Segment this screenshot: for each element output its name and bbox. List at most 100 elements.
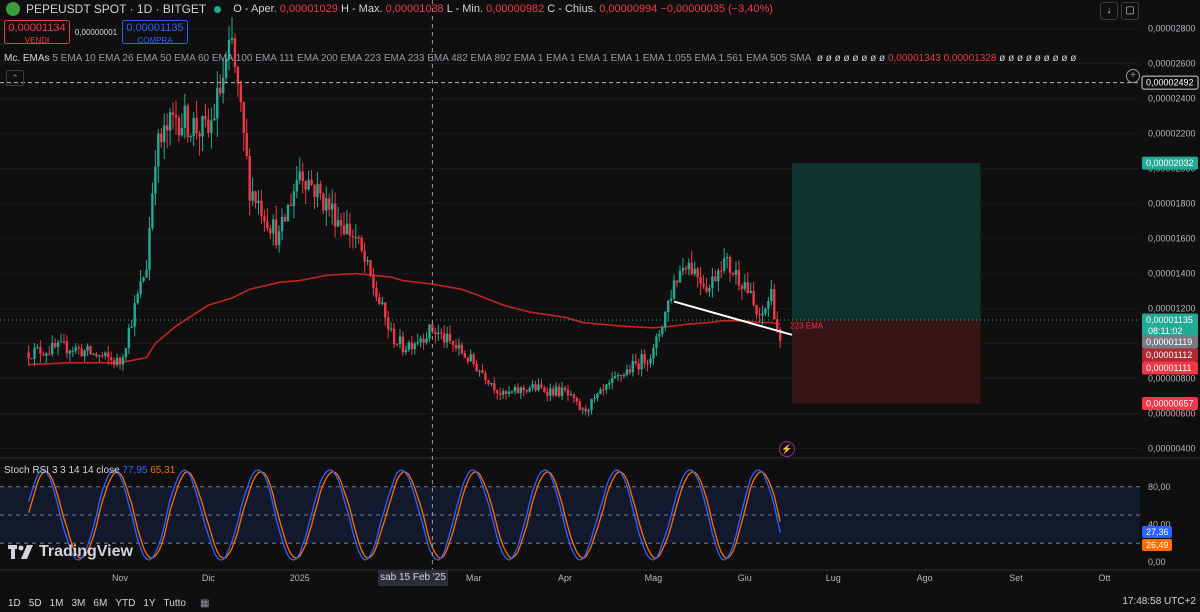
indicator-legend[interactable]: Mc. EMAs 5 EMA 10 EMA 26 EMA 50 EMA 60 E… [4, 53, 1077, 64]
candle-body [130, 326, 133, 328]
candle-body [136, 294, 139, 304]
candle-body [658, 334, 661, 337]
candle [472, 352, 475, 367]
fullscreen-icon[interactable]: ▢ [1121, 2, 1139, 20]
candle-body [286, 204, 290, 222]
candle-body [98, 355, 101, 357]
candle [593, 394, 596, 403]
candle [752, 281, 755, 307]
timeframe-button[interactable]: 1M [49, 597, 64, 609]
stoch-legend[interactable]: Stoch RSI 3 3 14 14 close 77,95 65,31 [4, 465, 176, 476]
candle-body [248, 155, 251, 201]
candle-body [360, 237, 363, 251]
candle [357, 235, 360, 244]
candle [572, 393, 576, 403]
candle [490, 382, 493, 387]
download-icon[interactable]: ↓ [1100, 2, 1118, 20]
timeframe-button[interactable]: YTD [115, 597, 136, 609]
candle [484, 370, 487, 385]
collapse-legend-button[interactable]: ⌃ [6, 70, 24, 86]
candle-body [737, 269, 741, 286]
candle [392, 323, 396, 348]
candle-body [274, 219, 278, 246]
candle-body [272, 219, 275, 234]
candle [755, 304, 758, 319]
candle [749, 282, 752, 294]
time-tick-label: Mag [645, 573, 663, 583]
candle [342, 212, 346, 236]
candle-body [666, 300, 670, 312]
candle-body [95, 353, 98, 357]
candle [151, 182, 154, 231]
candle [33, 342, 36, 367]
candle [705, 278, 708, 294]
candle [313, 183, 316, 210]
candle [157, 129, 160, 183]
time-tick-label: Ott [1098, 573, 1111, 583]
candle [304, 180, 307, 204]
candle-body [634, 361, 637, 364]
stoch-badge-text: 27,36 [1146, 527, 1169, 537]
candle [770, 279, 773, 306]
candle [298, 157, 301, 185]
flash-icon[interactable]: ⚡ [779, 441, 795, 457]
candle [345, 210, 349, 236]
candle [139, 269, 142, 298]
candle [549, 383, 552, 402]
timeframe-button[interactable]: Tutto [163, 597, 186, 609]
candle-body [151, 193, 154, 229]
candle-body [345, 223, 349, 234]
buy-button[interactable]: 0,00001135 COMPRA [122, 20, 188, 45]
candle-body [357, 237, 360, 239]
sell-button[interactable]: 0,00001134 VENDI [4, 20, 70, 45]
price-badge-text: 0,00001111 [1146, 363, 1192, 373]
candle-body [711, 276, 714, 289]
candle [734, 261, 738, 285]
candle-body [540, 384, 543, 388]
timeframe-button[interactable]: 5D [28, 597, 42, 609]
candle [563, 385, 567, 393]
candle-body [154, 166, 157, 194]
candle [277, 225, 281, 253]
candle-body [107, 352, 110, 358]
candle [65, 335, 69, 359]
date-range-icon[interactable]: ▦ [199, 597, 210, 609]
candle [201, 115, 204, 152]
candle [457, 338, 461, 356]
timeframe-button[interactable]: 6M [93, 597, 108, 609]
price-tick-label: 0,00000600 [1148, 409, 1196, 419]
timeframe-button[interactable]: 3M [71, 597, 86, 609]
candle [413, 341, 416, 355]
price-badge-target: 0,00002032 [1142, 156, 1198, 170]
symbol-title[interactable]: PEPEUSDT SPOT · 1D · BITGET [26, 2, 207, 16]
price-tick-label: 0,00001200 [1148, 304, 1196, 314]
candle-body [207, 119, 210, 133]
candle-body [230, 38, 234, 40]
add-alert-icon[interactable]: + [1126, 69, 1140, 83]
candle-body [708, 288, 711, 292]
candle [422, 333, 425, 350]
candle [375, 281, 378, 302]
price-tick-label: 0,00002400 [1148, 94, 1196, 104]
candle [301, 162, 304, 194]
candle-body [437, 332, 440, 335]
candle-body [457, 344, 461, 349]
candle-body [263, 216, 266, 222]
clock[interactable]: 17:48:58 UTC+2 [1122, 596, 1196, 607]
candle [127, 323, 131, 355]
candle [378, 292, 381, 305]
candle [251, 177, 254, 206]
timeframe-button[interactable]: 1D [8, 597, 21, 609]
candle-body [501, 391, 505, 395]
timeframe-button[interactable]: 1Y [143, 597, 156, 609]
candle [410, 335, 413, 355]
candle [319, 180, 322, 201]
candle [292, 183, 296, 219]
candle-body [419, 338, 422, 343]
candle [283, 213, 287, 223]
candle [699, 266, 702, 296]
candle [554, 382, 558, 397]
candle-body [513, 387, 517, 392]
candle [328, 193, 331, 217]
